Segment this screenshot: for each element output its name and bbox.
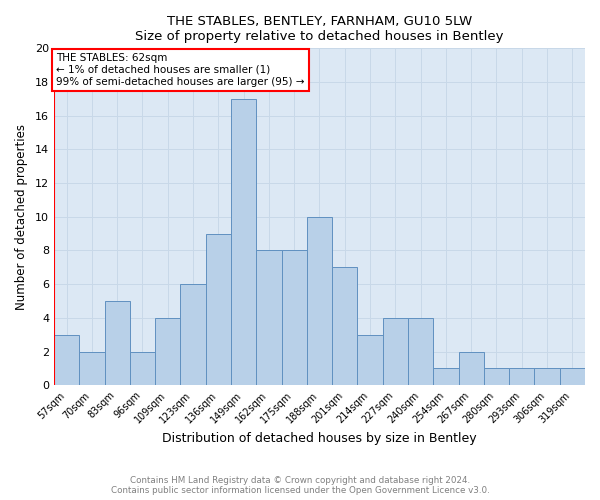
Bar — [509, 368, 535, 385]
Text: THE STABLES: 62sqm
← 1% of detached houses are smaller (1)
99% of semi-detached : THE STABLES: 62sqm ← 1% of detached hous… — [56, 54, 305, 86]
Bar — [231, 99, 256, 385]
Bar — [433, 368, 458, 385]
Bar — [79, 352, 104, 385]
Y-axis label: Number of detached properties: Number of detached properties — [15, 124, 28, 310]
X-axis label: Distribution of detached houses by size in Bentley: Distribution of detached houses by size … — [162, 432, 477, 445]
Title: THE STABLES, BENTLEY, FARNHAM, GU10 5LW
Size of property relative to detached ho: THE STABLES, BENTLEY, FARNHAM, GU10 5LW … — [135, 15, 504, 43]
Bar — [104, 301, 130, 385]
Bar — [130, 352, 155, 385]
Bar — [358, 334, 383, 385]
Bar — [307, 217, 332, 385]
Bar — [383, 318, 408, 385]
Bar — [458, 352, 484, 385]
Bar — [535, 368, 560, 385]
Bar — [54, 334, 79, 385]
Bar — [206, 234, 231, 385]
Bar — [181, 284, 206, 385]
Bar — [155, 318, 181, 385]
Bar — [560, 368, 585, 385]
Bar — [256, 250, 281, 385]
Bar — [484, 368, 509, 385]
Bar — [281, 250, 307, 385]
Bar — [408, 318, 433, 385]
Bar — [332, 268, 358, 385]
Text: Contains HM Land Registry data © Crown copyright and database right 2024.
Contai: Contains HM Land Registry data © Crown c… — [110, 476, 490, 495]
